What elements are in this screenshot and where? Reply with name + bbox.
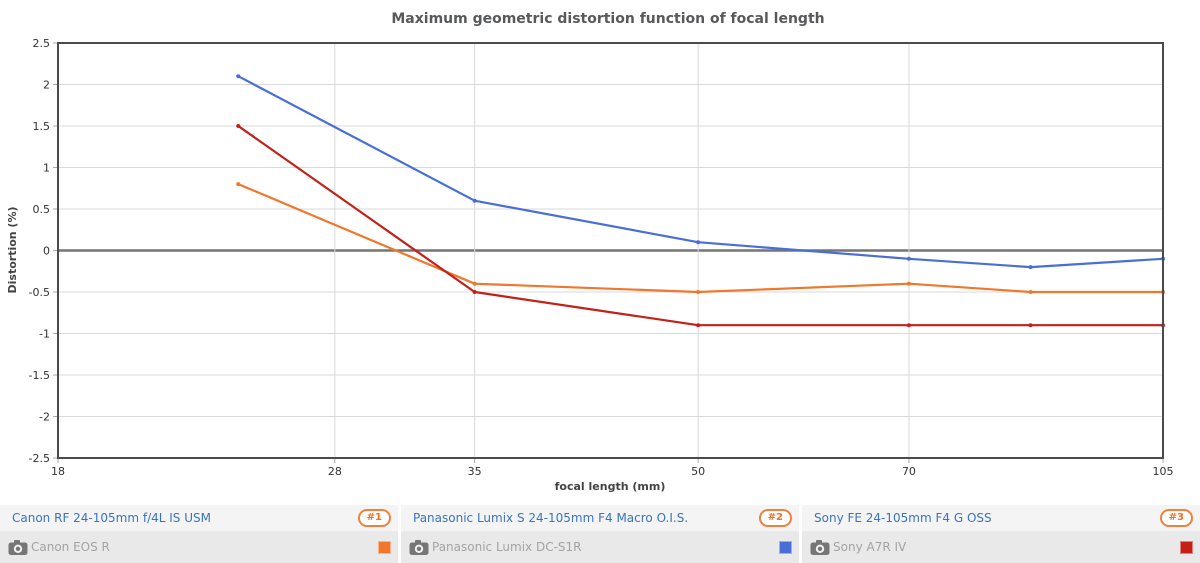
svg-text:18: 18 [51, 465, 65, 478]
svg-text:2: 2 [43, 79, 50, 92]
camera-row: Canon EOS R [0, 531, 398, 563]
series-color-swatch [779, 540, 792, 554]
camera-row: Panasonic Lumix DC-S1R [401, 531, 799, 563]
lens-row: Panasonic Lumix S 24-105mm F4 Macro O.I.… [401, 505, 799, 531]
svg-text:-0.5: -0.5 [29, 286, 50, 299]
lens-name-link[interactable]: Sony FE 24-105mm F4 G OSS [814, 511, 992, 525]
chart-title: Maximum geometric distortion function of… [391, 11, 824, 27]
svg-text:-1.5: -1.5 [29, 369, 50, 382]
legend-item-canon: Canon RF 24-105mm f/4L IS USM #1 Canon E… [0, 505, 398, 563]
plot-area: 2.5 2 1.5 1 0.5 0 -0.5 -1 -1.5 -2 -2.518 28 35 50 70 10… [29, 37, 1174, 478]
svg-text:70: 70 [902, 465, 916, 478]
lens-name-link[interactable]: Canon RF 24-105mm f/4L IS USM [12, 511, 211, 525]
svg-text:2.5: 2.5 [33, 37, 51, 50]
svg-text:28: 28 [328, 465, 342, 478]
svg-text:1: 1 [43, 162, 50, 175]
svg-text:-1: -1 [39, 328, 50, 341]
svg-text:50: 50 [691, 465, 705, 478]
y-axis-label: Distortion (%) [6, 206, 19, 293]
camera-icon [810, 539, 830, 556]
svg-text:1.5: 1.5 [33, 120, 51, 133]
lens-row: Canon RF 24-105mm f/4L IS USM #1 [0, 505, 398, 531]
series-color-swatch [378, 540, 391, 554]
rank-3-badge[interactable]: #3 [1159, 509, 1193, 527]
svg-text:0.5: 0.5 [33, 203, 51, 216]
legend-item-panasonic: Panasonic Lumix S 24-105mm F4 Macro O.I.… [401, 505, 799, 563]
x-axis-label: focal length (mm) [555, 480, 666, 493]
camera-icon [409, 539, 429, 556]
rank-1-badge[interactable]: #1 [357, 509, 391, 527]
legend-item-sony: Sony FE 24-105mm F4 G OSS #3 Sony A7R IV [802, 505, 1200, 563]
camera-name: Sony A7R IV [833, 540, 907, 554]
series-color-swatch [1180, 540, 1193, 554]
svg-text:105: 105 [1153, 465, 1174, 478]
svg-text:-2.5: -2.5 [29, 452, 50, 465]
svg-text:-2: -2 [39, 411, 50, 424]
camera-row: Sony A7R IV [802, 531, 1200, 563]
svg-text:0: 0 [43, 245, 50, 258]
camera-name: Canon EOS R [31, 540, 110, 554]
camera-name: Panasonic Lumix DC-S1R [432, 540, 582, 554]
svg-text:35: 35 [468, 465, 482, 478]
distortion-chart: Maximum geometric distortion function of… [6, 11, 1174, 493]
lens-row: Sony FE 24-105mm F4 G OSS #3 [802, 505, 1200, 531]
rank-2-badge[interactable]: #2 [758, 509, 792, 527]
lens-name-link[interactable]: Panasonic Lumix S 24-105mm F4 Macro O.I.… [413, 511, 689, 525]
legend: Canon RF 24-105mm f/4L IS USM #1 Canon E… [0, 505, 1200, 563]
camera-icon [8, 539, 28, 556]
